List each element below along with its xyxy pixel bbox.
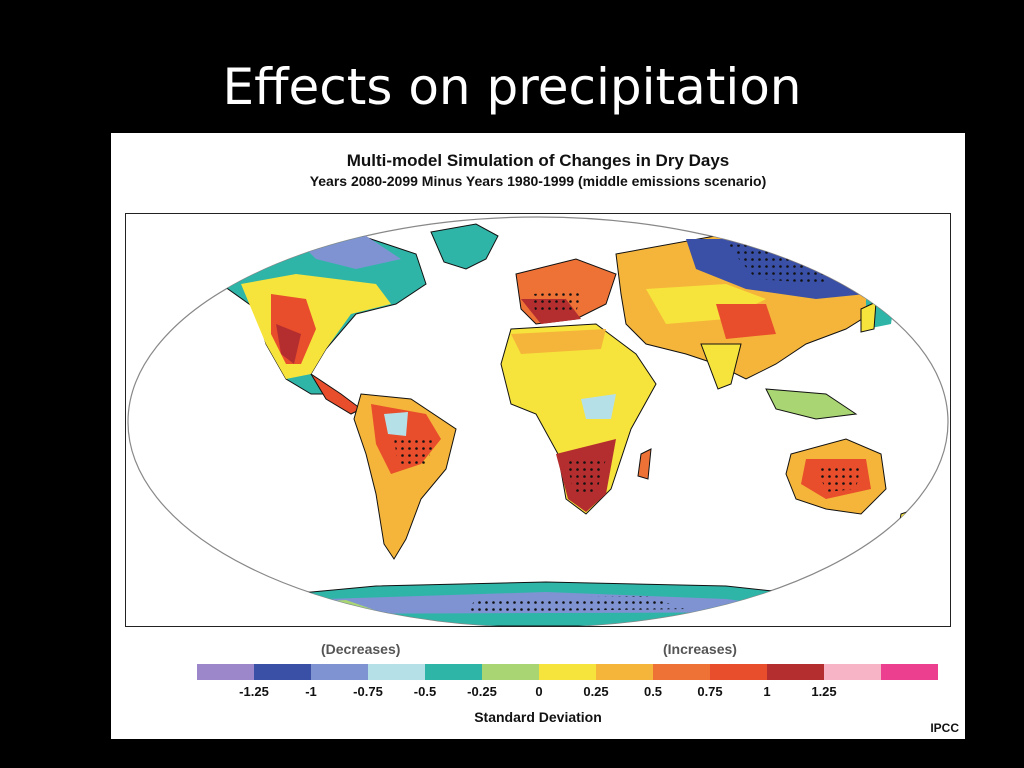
colorbar-cell [767,664,824,680]
colorbar-tick-label: -1.25 [239,684,269,699]
africa [500,323,657,515]
southeast-asia [765,388,858,420]
colorbar-tick-label: -0.25 [467,684,497,699]
figure-subtitle: Years 2080-2099 Minus Years 1980-1999 (m… [309,173,767,189]
colorbar [197,664,938,680]
colorbar-cell [368,664,425,680]
world-map [125,213,951,627]
colorbar-cell [425,664,482,680]
colorbar-cell [824,664,881,680]
colorbar-cell [254,664,311,680]
figure-panel: Multi-model Simulation of Changes in Dry… [111,133,965,739]
colorbar-tick-label: -0.5 [413,684,437,699]
colorbar-cell [653,664,710,680]
india [700,343,742,390]
japan [860,301,877,333]
madagascar [637,448,652,480]
colorbar-tick-label: 0 [535,684,543,699]
decreases-label: (Decreases) [321,641,401,657]
colorbar-tick-label: 0.75 [697,684,723,699]
colorbar-cell [539,664,596,680]
colorbar-axis-label: Standard Deviation [474,709,602,725]
colorbar-tick-label: 1 [763,684,771,699]
slide-title: Effects on precipitation [222,58,802,116]
figure-title: Multi-model Simulation of Changes in Dry… [346,151,730,170]
colorbar-cell [197,664,254,680]
colorbar-cell [596,664,653,680]
colorbar-cell [881,664,938,680]
colorbar-tick-label: 0.5 [643,684,663,699]
colorbar-tick-label: -0.75 [353,684,383,699]
source-label: IPCC [930,721,959,735]
world-map-svg [127,216,949,626]
colorbar-tick-label: 0.25 [583,684,609,699]
colorbar-cell [710,664,767,680]
colorbar-tick-label: -1 [305,684,317,699]
greenland [430,223,499,270]
increases-label: (Increases) [663,641,737,657]
colorbar-cell [482,664,539,680]
colorbar-tick-label: 1.25 [811,684,837,699]
colorbar-cell [311,664,368,680]
